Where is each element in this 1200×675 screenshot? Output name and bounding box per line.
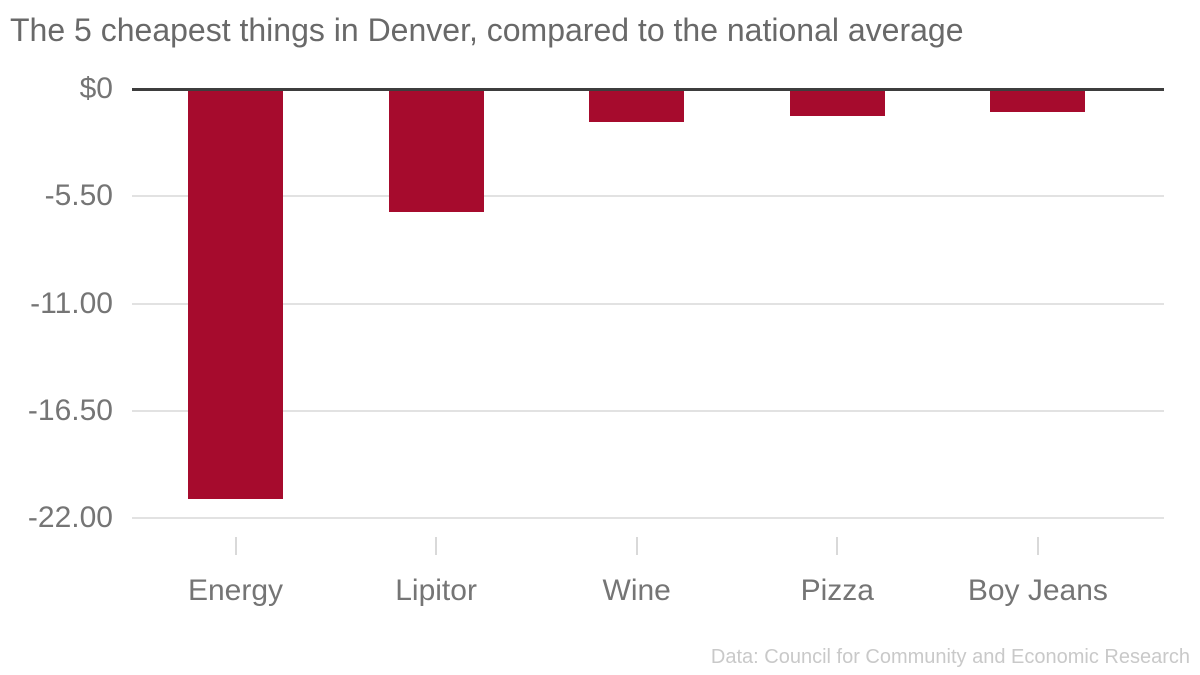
zero-baseline: [132, 87, 1164, 91]
bar-energy: [188, 89, 283, 499]
y-axis-tick-label-16.50: -16.50: [27, 394, 113, 428]
y-axis-tick-label-11.00: -11.00: [30, 286, 113, 320]
x-axis-label-lipitor: Lipitor: [395, 574, 477, 607]
x-axis-label-boy-jeans: Boy Jeans: [967, 574, 1108, 607]
x-axis-tick-boy-jeans: [1036, 537, 1039, 555]
x-axis-label-wine: Wine: [602, 574, 671, 607]
y-axis-tick-label-22.00: -22.00: [27, 501, 113, 535]
y-axis-tick-label-$0: $0: [79, 72, 113, 105]
bar-lipitor: [388, 89, 484, 212]
x-axis-label-energy: Energy: [187, 574, 284, 607]
bar-boy-jeans: [990, 89, 1086, 113]
x-axis-label-pizza: Pizza: [800, 574, 874, 607]
gridline-22.00: [132, 517, 1164, 520]
y-axis-tick-label-5.50: -5.50: [44, 179, 113, 213]
x-axis-tick-lipitor: [435, 537, 438, 555]
chart-title: The 5 cheapest things in Denver, compare…: [10, 12, 964, 48]
gridline-11.00: [132, 302, 1164, 305]
bar-pizza: [789, 89, 885, 117]
x-axis-tick-wine: [635, 537, 638, 555]
gridline-5.50: [132, 195, 1164, 198]
x-axis-tick-energy: [234, 537, 237, 555]
gridline-16.50: [132, 410, 1164, 413]
bar-wine: [589, 89, 685, 123]
x-axis-tick-pizza: [836, 537, 839, 555]
data-source-credit: Data: Council for Community and Economic…: [710, 646, 1190, 668]
